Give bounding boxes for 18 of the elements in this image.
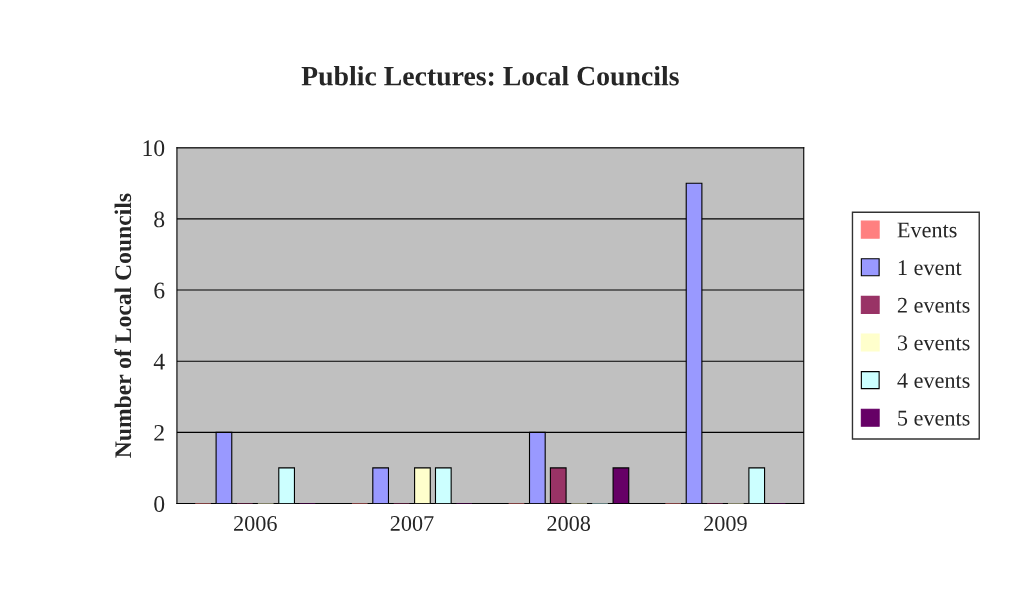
legend-label: 2 events [897, 297, 970, 313]
x-tick-label: 2008 [547, 515, 591, 531]
legend-label: Events [897, 222, 957, 238]
x-tick-label: 2007 [390, 515, 434, 531]
x-tick-label: 2009 [704, 515, 747, 531]
chart-title: Public Lectures: Local Councils [301, 65, 679, 86]
legend-label: 4 events [897, 373, 970, 389]
x-tick-label: 2006 [234, 515, 277, 531]
y-tick-label: 6 [154, 282, 165, 299]
y-tick-label: 4 [153, 353, 165, 370]
legend-label: 1 event [898, 260, 962, 276]
y-tick-label: 8 [154, 211, 165, 228]
legend-label: 3 events [897, 335, 970, 351]
y-tick-label: 2 [154, 424, 164, 441]
y-axis-title: Number of Local Councils [114, 193, 132, 458]
y-tick-label: 0 [154, 496, 165, 512]
y-tick-label: 10 [143, 140, 165, 157]
legend-label: 5 events [898, 410, 970, 426]
